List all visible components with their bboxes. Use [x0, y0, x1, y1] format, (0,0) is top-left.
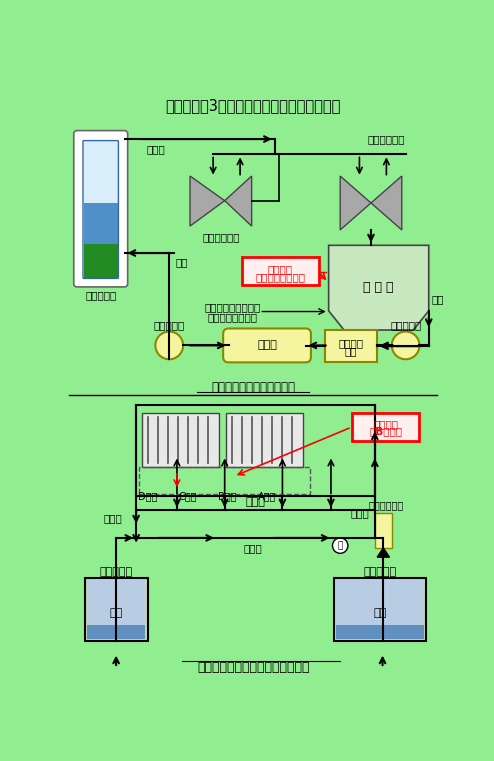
Text: 取水管: 取水管: [244, 543, 262, 553]
Bar: [84, 578, 148, 641]
Polygon shape: [329, 245, 429, 330]
Bar: [242, 257, 319, 285]
Text: 給水: 給水: [175, 257, 188, 267]
Bar: [334, 578, 426, 641]
Text: 復水ポンプ: 復水ポンプ: [390, 320, 421, 330]
Bar: [325, 330, 377, 362]
Text: 復水器: 復水器: [246, 498, 265, 508]
Bar: [226, 413, 303, 467]
Bar: [142, 413, 219, 467]
Circle shape: [332, 538, 348, 553]
Text: 取水管: 取水管: [350, 508, 369, 518]
Text: 復 水 器: 復 水 器: [364, 281, 394, 295]
Text: （各水室に設置）: （各水室に設置）: [255, 272, 305, 282]
Text: B水室: B水室: [218, 492, 236, 501]
Text: 当該箇所: 当該箇所: [373, 419, 398, 429]
Bar: [136, 406, 375, 496]
Bar: [139, 467, 310, 494]
Text: 放水ピット: 放水ピット: [100, 567, 133, 577]
Polygon shape: [225, 176, 251, 226]
Text: 導電率計: 導電率計: [268, 264, 292, 274]
Bar: [87, 581, 145, 638]
Bar: [87, 625, 145, 638]
Polygon shape: [371, 176, 402, 230]
Bar: [84, 202, 118, 244]
Text: 復水脱塩: 復水脱塩: [338, 338, 364, 348]
Text: 高圧タービン: 高圧タービン: [202, 233, 240, 243]
Text: 給水ポンプ: 給水ポンプ: [154, 320, 185, 330]
Text: 低圧タービン: 低圧タービン: [368, 134, 405, 144]
Text: D水室: D水室: [138, 492, 158, 501]
Text: 脱気器: 脱気器: [257, 340, 277, 350]
Text: 主蒸気: 主蒸気: [146, 144, 165, 154]
Text: 蒸気発生器: 蒸気発生器: [85, 291, 117, 301]
Text: 復水器まわり系統概略図（海水）: 復水器まわり系統概略図（海水）: [197, 661, 309, 673]
Text: A水室: A水室: [258, 492, 276, 501]
Text: 海水: 海水: [373, 608, 387, 619]
Text: 取水ピット: 取水ピット: [364, 567, 397, 577]
Text: 海水: 海水: [110, 608, 123, 619]
Text: 復水: 復水: [431, 295, 444, 304]
Text: C水室: C水室: [178, 492, 197, 501]
Text: 循環水ポンプ: 循環水ポンプ: [369, 501, 404, 511]
Polygon shape: [190, 176, 225, 226]
Polygon shape: [377, 548, 389, 557]
Bar: [336, 625, 424, 638]
Text: 装置: 装置: [345, 345, 357, 356]
Text: 復水器ホットウェル: 復水器ホットウェル: [204, 302, 260, 312]
Text: 伊方発電所3号機　復水器まわり系統概略図: 伊方発電所3号機 復水器まわり系統概略図: [165, 97, 341, 113]
Bar: [375, 513, 392, 548]
Polygon shape: [340, 176, 371, 230]
FancyBboxPatch shape: [223, 329, 311, 362]
FancyBboxPatch shape: [74, 131, 127, 287]
Circle shape: [156, 332, 183, 359]
Bar: [336, 581, 424, 638]
Bar: [84, 244, 118, 278]
Text: ２次系系統概略図（純水）: ２次系系統概略図（純水）: [211, 381, 295, 394]
Text: 白: 白: [337, 541, 343, 550]
Bar: [352, 413, 419, 441]
Bar: [84, 142, 118, 202]
Text: （B水室）: （B水室）: [369, 427, 402, 437]
Text: （復水器の底部）: （復水器の底部）: [207, 312, 257, 322]
Circle shape: [392, 332, 419, 359]
Text: 放水管: 放水管: [104, 514, 123, 524]
